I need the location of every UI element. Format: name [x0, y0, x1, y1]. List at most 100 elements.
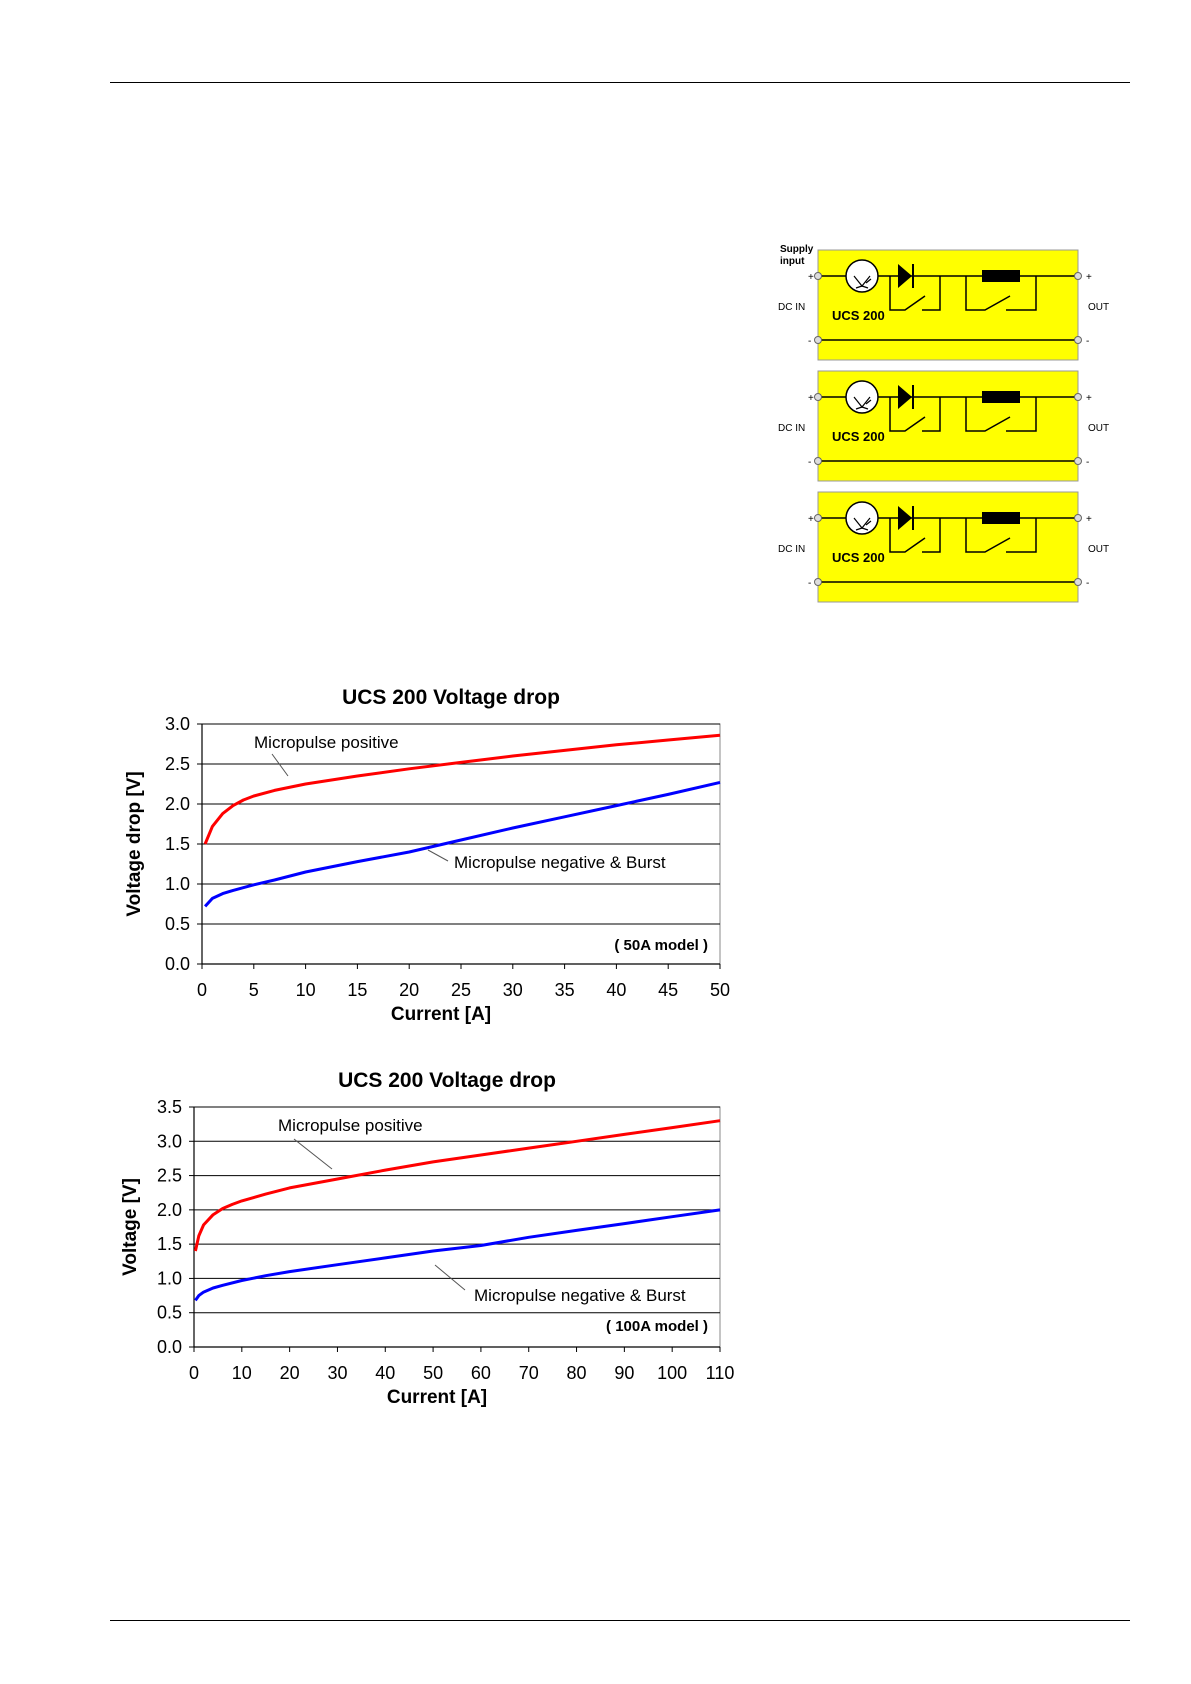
transistor-icon — [845, 501, 879, 535]
minus-in-label: - — [808, 578, 811, 589]
plus-in-label: + — [808, 272, 814, 283]
y-axis-label: Voltage [V] — [120, 1178, 141, 1276]
x-tick-label: 30 — [503, 980, 523, 1000]
y-tick-label: 1.0 — [165, 874, 190, 894]
switch-icon — [889, 518, 941, 553]
dc-in-label: DC IN — [778, 544, 805, 555]
minus-out-label: - — [1086, 457, 1089, 468]
terminal-dot — [1074, 457, 1082, 465]
fuse-icon — [982, 270, 1020, 282]
x-tick-label: 90 — [614, 1363, 634, 1383]
out-label: OUT — [1088, 544, 1109, 555]
x-tick-label: 25 — [451, 980, 471, 1000]
y-tick-label: 0.5 — [157, 1303, 182, 1323]
y-tick-label: 2.5 — [165, 754, 190, 774]
minus-out-label: - — [1086, 336, 1089, 347]
voltage-drop-chart-100a: UCS 200 Voltage drop 0.0 0.5 1.0 1.5 2.0 2.5 3.… — [120, 1069, 735, 1408]
minus-out-label: - — [1086, 578, 1089, 589]
x-tick-label: 60 — [471, 1363, 491, 1383]
x-tick-label: 45 — [658, 980, 678, 1000]
out-label: OUT — [1088, 302, 1109, 313]
x-axis-label: Current [A] — [387, 1387, 487, 1408]
diode-icon — [898, 506, 912, 530]
chart-title: UCS 200 Voltage drop — [338, 1069, 556, 1092]
x-tick-label: 35 — [555, 980, 575, 1000]
y-tick-label: 0.0 — [165, 954, 190, 974]
diode-icon — [898, 385, 912, 409]
x-tick-label: 80 — [567, 1363, 587, 1383]
annotation-leader — [434, 1264, 466, 1291]
x-tick-label: 50 — [423, 1363, 443, 1383]
relay-switch-icon — [965, 518, 1037, 553]
footer-rule — [110, 1620, 1130, 1621]
model-note: ( 100A model ) — [606, 1318, 708, 1335]
x-tick-label: 50 — [710, 980, 730, 1000]
block-name: UCS 200 — [832, 550, 885, 565]
x-tick-label: 30 — [327, 1363, 347, 1383]
plus-in-label: + — [808, 514, 814, 525]
plus-out-label: + — [1086, 272, 1092, 283]
terminal-dot — [814, 336, 822, 344]
x-tick-label: 20 — [399, 980, 419, 1000]
y-tick-label: 2.0 — [157, 1200, 182, 1220]
ucs200-block: UCS 200 DC IN OUT + - + - — [778, 370, 1109, 482]
out-label: OUT — [1088, 423, 1109, 434]
y-tick-label: 3.5 — [157, 1097, 182, 1117]
transistor-symbol — [853, 517, 872, 531]
y-tick-label: 3.0 — [157, 1131, 182, 1151]
x-tick-label: 40 — [606, 980, 626, 1000]
switch-icon — [889, 397, 941, 432]
diode-icon — [898, 264, 912, 288]
y-tick-label: 0.0 — [157, 1337, 182, 1357]
terminal-dot — [1074, 272, 1082, 280]
terminal-dot — [1074, 514, 1082, 522]
annotation-leader — [427, 849, 449, 862]
dc-in-label: DC IN — [778, 423, 805, 434]
annotation-leader — [271, 753, 289, 777]
series-annotation: Micropulse positive — [278, 1116, 423, 1135]
fuse-icon — [982, 391, 1020, 403]
plus-in-label: + — [808, 393, 814, 404]
terminal-dot — [814, 393, 822, 401]
relay-switch-icon — [965, 276, 1037, 311]
transistor-symbol — [853, 396, 872, 410]
y-tick-label: 2.5 — [157, 1166, 182, 1186]
x-tick-label: 110 — [706, 1363, 735, 1383]
x-tick-label: 10 — [232, 1363, 252, 1383]
x-tick-label: 40 — [375, 1363, 395, 1383]
plus-out-label: + — [1086, 514, 1092, 525]
terminal-dot — [814, 272, 822, 280]
y-tick-label: 0.5 — [165, 914, 190, 934]
chart-title: UCS 200 Voltage drop — [342, 686, 560, 709]
fuse-icon — [982, 512, 1020, 524]
header-rule — [110, 82, 1130, 83]
series-line-micropulse-negative-burst — [194, 1208, 721, 1302]
transistor-icon — [845, 380, 879, 414]
terminal-dot — [814, 514, 822, 522]
plus-out-label: + — [1086, 393, 1092, 404]
x-tick-label: 15 — [347, 980, 367, 1000]
terminal-dot — [814, 457, 822, 465]
x-tick-label: 10 — [296, 980, 316, 1000]
dc-in-label: DC IN — [778, 302, 805, 313]
series-line-micropulse-negative-burst — [203, 780, 721, 908]
transistor-symbol — [853, 275, 872, 289]
model-note: ( 50A model ) — [614, 937, 708, 954]
voltage-drop-chart-50a: UCS 200 Voltage drop 0.0 0.5 1.0 1.5 2.0 2.5 3.… — [124, 686, 730, 1025]
ucs200-block: UCS 200 DC IN OUT + - + - — [778, 249, 1109, 361]
y-tick-label: 3.0 — [165, 714, 190, 734]
series-annotation: Micropulse negative & Burst — [454, 853, 666, 872]
terminal-dot — [1074, 336, 1082, 344]
terminal-dot — [1074, 393, 1082, 401]
minus-in-label: - — [808, 336, 811, 347]
x-tick-label: 0 — [189, 1363, 199, 1383]
y-axis-label: Voltage drop [V] — [124, 771, 145, 916]
x-axis-label: Current [A] — [391, 1004, 491, 1025]
x-tick-label: 20 — [280, 1363, 300, 1383]
series-line-micropulse-positive — [193, 1119, 721, 1252]
transistor-icon — [845, 259, 879, 293]
x-tick-label: 5 — [249, 980, 259, 1000]
annotation-leader — [293, 1138, 333, 1170]
series-line-micropulse-positive — [203, 733, 721, 845]
y-tick-label: 1.0 — [157, 1268, 182, 1288]
